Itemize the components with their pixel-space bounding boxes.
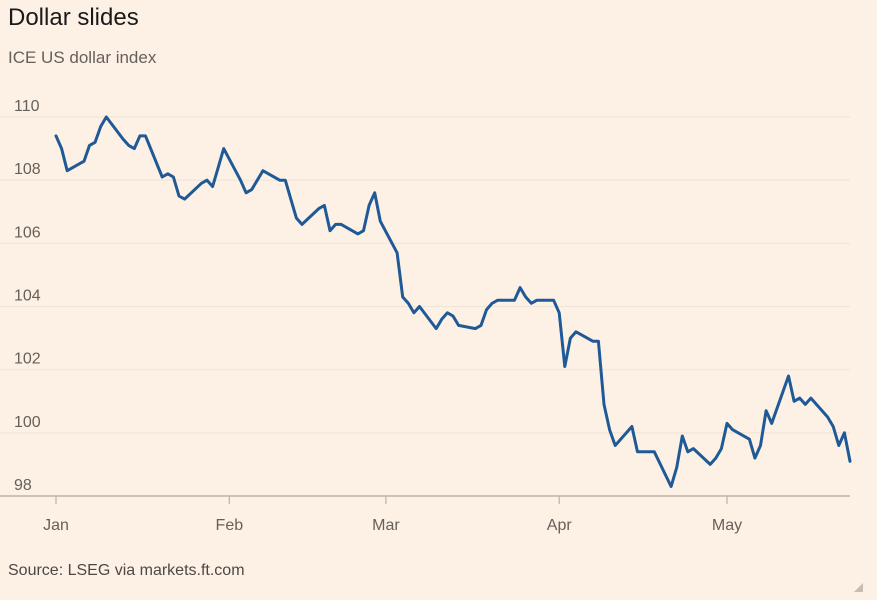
chart-subtitle: ICE US dollar index bbox=[8, 48, 157, 67]
y-tick-label: 104 bbox=[14, 288, 41, 305]
y-tick-label: 108 bbox=[14, 161, 41, 178]
x-tick-label: Apr bbox=[547, 517, 573, 534]
x-tick-label: Mar bbox=[372, 517, 400, 534]
source-note: Source: LSEG via markets.ft.com bbox=[8, 562, 245, 579]
series-line bbox=[54, 115, 852, 488]
y-tick-label: 106 bbox=[14, 224, 41, 241]
series-layer bbox=[54, 115, 852, 488]
y-axis-ticks: 98 100 102 104 106 108 110 bbox=[14, 98, 41, 494]
x-tick-label: May bbox=[712, 517, 742, 534]
chart-title: Dollar slides bbox=[8, 4, 139, 31]
y-tick-label: 98 bbox=[14, 477, 32, 494]
y-tick-label: 100 bbox=[14, 414, 41, 431]
gridlines bbox=[0, 116, 850, 497]
y-tick-label: 102 bbox=[14, 351, 41, 368]
x-axis-ticks: Jan Feb Mar Apr May bbox=[43, 496, 742, 534]
y-tick-label: 110 bbox=[14, 98, 40, 115]
resize-handle-icon bbox=[854, 583, 863, 592]
x-tick-label: Feb bbox=[216, 517, 244, 534]
x-tick-label: Jan bbox=[43, 517, 69, 534]
